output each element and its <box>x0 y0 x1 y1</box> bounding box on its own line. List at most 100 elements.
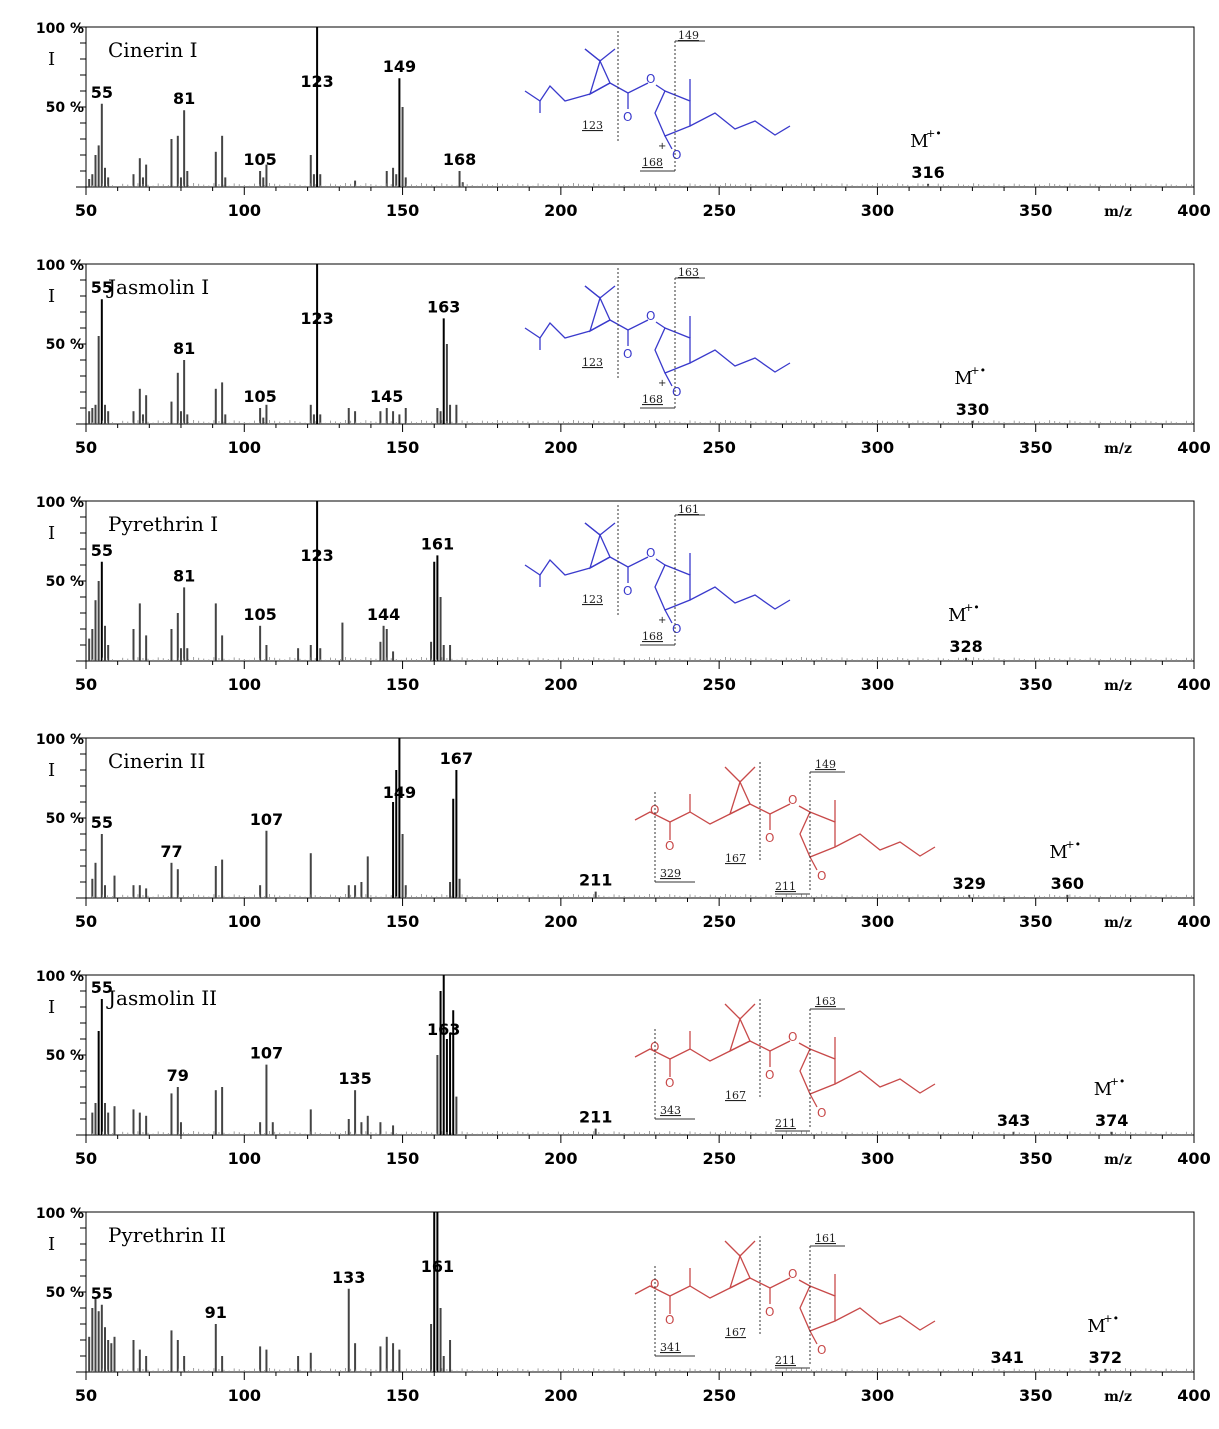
molecular-ion-label: M <box>910 131 928 152</box>
cyclopentenone-ring <box>799 811 836 858</box>
side-chain-bond <box>524 319 611 339</box>
cyclopentenone-ring <box>654 90 691 137</box>
peak-label: 79 <box>167 1066 189 1085</box>
x-axis-label: m/z <box>1104 1389 1132 1405</box>
methyl-bond <box>739 766 756 783</box>
peak-label: 374 <box>1095 1111 1128 1130</box>
fragment-label: 211 <box>775 1117 796 1130</box>
x-tick-label: 250 <box>702 438 735 457</box>
ester-bond <box>798 1042 811 1050</box>
ester-bond <box>749 1277 791 1289</box>
x-tick-label: 200 <box>544 1386 577 1405</box>
molecular-ion-label: M <box>1049 842 1067 863</box>
x-tick-label: 100 <box>228 675 261 694</box>
methyl-bond <box>584 522 601 536</box>
x-tick-label: 250 <box>702 201 735 220</box>
cyclopropane-ring <box>728 1254 751 1290</box>
cyclopentenone-ring <box>654 327 691 374</box>
oxygen-atom: O <box>665 1313 674 1327</box>
spectrum-title: Pyrethrin II <box>108 1223 226 1247</box>
y-axis-50-label: 50 % <box>46 1285 84 1301</box>
ester-bond <box>609 319 649 331</box>
x-tick-label: 250 <box>702 675 735 694</box>
ester-bond <box>655 321 666 329</box>
methyl-bond <box>739 1003 756 1020</box>
ester-bond <box>749 1040 791 1052</box>
oxygen-atom: O <box>817 1343 826 1357</box>
x-tick-label: 150 <box>386 1149 419 1168</box>
fragment-label: 123 <box>582 119 603 132</box>
oxygen-atom: O <box>765 1068 774 1082</box>
molecular-ion-charge: +• <box>1110 1075 1126 1088</box>
spectrum-panel: 100 % 50 % I 50 100 150 200 250 300 350 400 m/z Cine… <box>36 732 1211 931</box>
peak-label: 149 <box>383 57 416 76</box>
peak-label: 55 <box>91 1284 113 1303</box>
x-tick-label: 150 <box>386 201 419 220</box>
x-tick-label: 200 <box>544 675 577 694</box>
spectrum-title: Pyrethrin I <box>108 512 218 536</box>
x-tick-label: 350 <box>1019 1386 1052 1405</box>
x-tick-label: 350 <box>1019 675 1052 694</box>
peak-label: 81 <box>173 566 195 585</box>
x-tick-label: 400 <box>1177 675 1210 694</box>
x-tick-label: 100 <box>228 1149 261 1168</box>
spectrum-title: Cinerin II <box>108 749 205 773</box>
x-axis-label: m/z <box>1104 441 1132 457</box>
oxygen-atom: O <box>646 72 655 86</box>
fragment-label: 168 <box>642 393 663 406</box>
peak-label: 55 <box>91 83 113 102</box>
cyclopentenone-ring <box>799 1285 836 1332</box>
y-axis-100-label: 100 % <box>36 1206 84 1222</box>
pentadienyl-chain <box>689 349 791 373</box>
peak-label: 144 <box>367 605 400 624</box>
x-axis-label: m/z <box>1104 678 1132 694</box>
carbonyl-bond <box>664 372 673 387</box>
cyclopropane-ring <box>588 533 611 570</box>
fragment-label: 149 <box>678 29 699 42</box>
spectrum-panel: 100 % 50 % I 50 100 150 200 250 300 350 400 m/z Jasm… <box>36 969 1211 1168</box>
fragment-label: 167 <box>725 852 746 865</box>
spectrum-panel: 100 % 50 % I 50 100 150 200 250 300 350 400 m/z Pyre… <box>36 495 1211 694</box>
ester-bond <box>798 805 811 813</box>
spectrum-title: Cinerin I <box>108 38 198 62</box>
pentadienyl-chain <box>834 1070 936 1094</box>
hydrogen-transfer-label: + <box>658 141 666 152</box>
peak-label: 161 <box>421 534 454 553</box>
x-tick-label: 300 <box>861 675 894 694</box>
fragment-label: 211 <box>775 1354 796 1367</box>
methyl-bond <box>584 285 601 299</box>
x-tick-label: 50 <box>75 1149 97 1168</box>
y-axis-intensity-label: I <box>48 1234 55 1255</box>
structure-diagram: OOOOO329167211149 <box>634 758 936 895</box>
peak-label: 77 <box>160 842 182 861</box>
x-tick-label: 250 <box>702 1386 735 1405</box>
peak-label: 133 <box>332 1268 365 1287</box>
x-tick-label: 300 <box>861 1149 894 1168</box>
y-axis-intensity-label: I <box>48 286 55 307</box>
peak-label: 343 <box>997 1111 1030 1130</box>
x-tick-label: 350 <box>1019 912 1052 931</box>
structure-diagram: O O O 123 161 +168 <box>524 503 791 646</box>
methyl-bond <box>724 1240 741 1257</box>
x-tick-label: 350 <box>1019 1149 1052 1168</box>
x-axis-label: m/z <box>1104 204 1132 220</box>
ester-bond <box>655 84 666 92</box>
hydrogen-transfer-label: + <box>658 615 666 626</box>
peak-label: 161 <box>421 1257 454 1276</box>
x-tick-label: 50 <box>75 201 97 220</box>
peak-label: 91 <box>205 1303 227 1322</box>
fragment-label: 343 <box>660 1104 681 1117</box>
peak-label: 81 <box>173 89 195 108</box>
oxygen-atom: O <box>623 110 632 124</box>
x-tick-label: 200 <box>544 912 577 931</box>
methyl-bond <box>599 522 616 536</box>
molecular-ion-charge: +• <box>1065 838 1081 851</box>
oxygen-atom: O <box>665 1076 674 1090</box>
carbonyl-bond <box>664 609 673 624</box>
oxygen-atom: O <box>765 1305 774 1319</box>
x-tick-label: 50 <box>75 912 97 931</box>
oxygen-atom: O <box>646 309 655 323</box>
ester-bond <box>749 803 791 815</box>
peak-label: 316 <box>911 163 944 182</box>
fragment-label: 211 <box>775 880 796 893</box>
